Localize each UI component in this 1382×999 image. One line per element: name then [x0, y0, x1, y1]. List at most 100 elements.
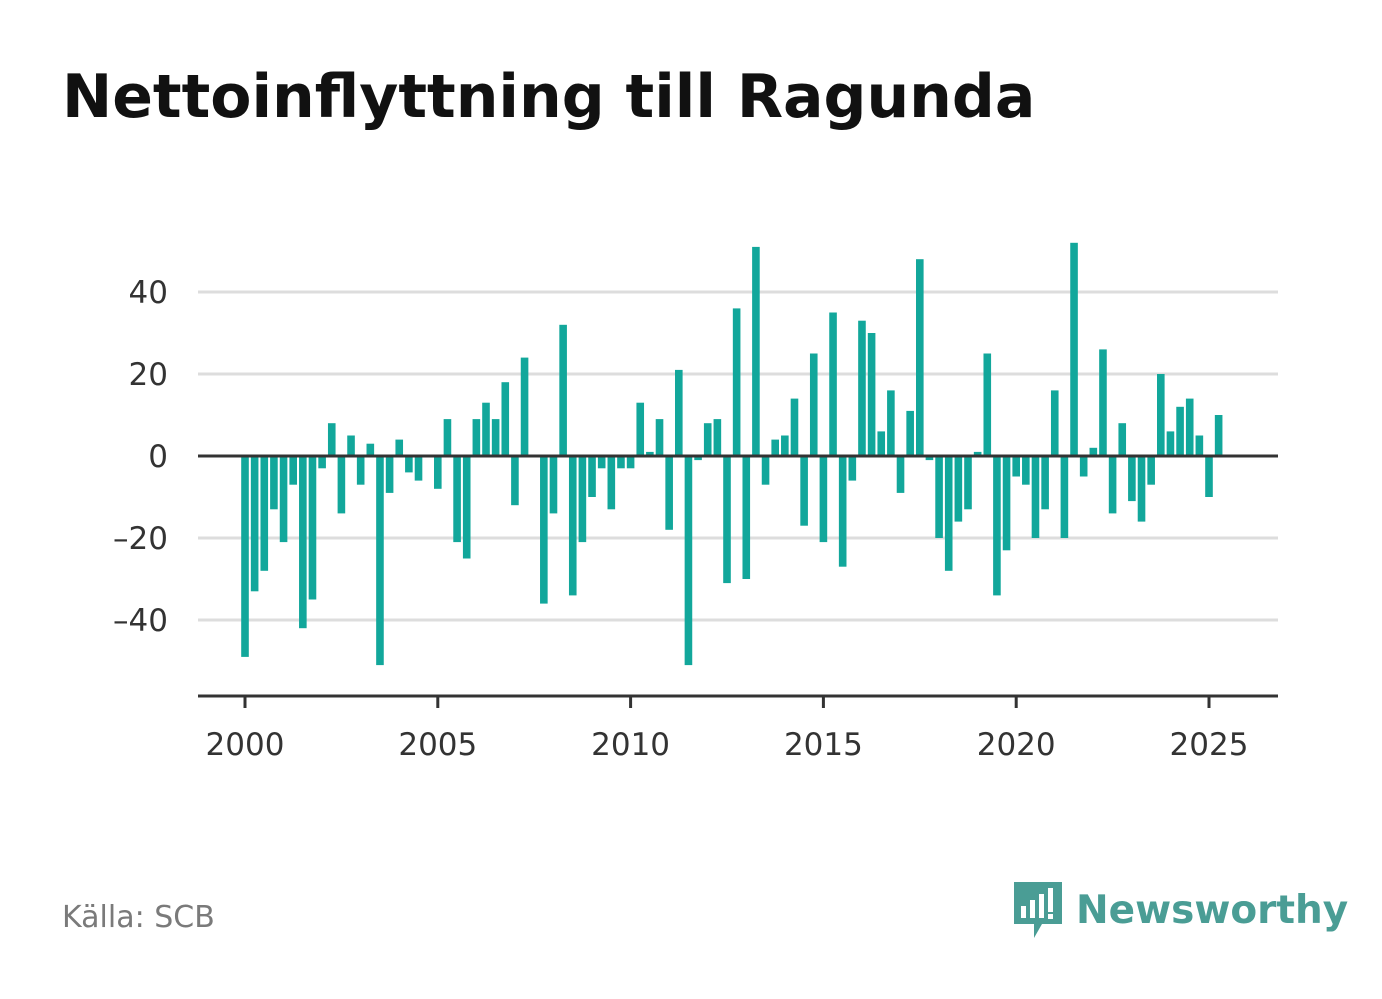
- bar: [376, 456, 384, 666]
- x-tick-label: 2020: [977, 727, 1056, 763]
- y-tick-label: 0: [148, 439, 168, 475]
- bar: [752, 246, 760, 456]
- bar: [896, 456, 905, 493]
- bar: [1079, 456, 1088, 477]
- bars: [241, 242, 1223, 666]
- bar: [578, 456, 587, 543]
- bar: [491, 419, 500, 456]
- y-tick-label: –20: [113, 521, 168, 557]
- bar: [250, 456, 259, 592]
- bar: [964, 456, 972, 510]
- bar: [1166, 431, 1175, 456]
- bar: [1205, 456, 1213, 497]
- bar: [723, 456, 731, 584]
- bar: [675, 369, 683, 456]
- bar: [462, 456, 471, 559]
- bar: [588, 456, 596, 497]
- bar: [1022, 456, 1030, 485]
- bar: [395, 439, 404, 456]
- bar: [906, 410, 914, 456]
- bar: [1185, 398, 1194, 456]
- bar: [568, 456, 577, 596]
- bar: [308, 456, 317, 600]
- bar: [944, 456, 953, 571]
- bar: [1070, 242, 1078, 456]
- tick-labels: –40 –20 0 20 40 2000 2005 2010 2015 2020 2025: [113, 275, 1248, 763]
- bar: [347, 435, 355, 456]
- bar: [646, 451, 654, 456]
- bar: [405, 456, 413, 473]
- bar: [1157, 374, 1165, 456]
- bar: [954, 456, 963, 522]
- bar: [1195, 435, 1204, 456]
- bar: [299, 456, 307, 629]
- bar: [655, 419, 664, 456]
- bar: [694, 456, 702, 461]
- bar: [549, 456, 558, 514]
- bar: [434, 456, 442, 489]
- bar: [1118, 423, 1127, 456]
- bar: [443, 419, 452, 456]
- bar: [819, 456, 828, 543]
- bar: [732, 308, 741, 456]
- newsworthy-brand[interactable]: Newsworthy: [1012, 880, 1348, 940]
- bar: [1176, 406, 1184, 456]
- bar: [520, 357, 529, 456]
- brand-name: Newsworthy: [1076, 887, 1349, 933]
- bar: [838, 456, 847, 567]
- y-tick-label: 20: [129, 357, 168, 393]
- bar: [1002, 456, 1011, 551]
- newsworthy-logo-icon: [1014, 882, 1062, 938]
- bar: [973, 451, 982, 456]
- bar: [1147, 456, 1155, 485]
- bar: [916, 259, 924, 456]
- x-tick-label: 2025: [1170, 727, 1249, 763]
- bar: [1060, 456, 1069, 538]
- bar: [781, 435, 789, 456]
- bar: [925, 456, 934, 461]
- bar: [713, 419, 722, 456]
- bar: [877, 431, 886, 456]
- bar: [790, 398, 799, 456]
- bar: [414, 456, 423, 481]
- chart-title: Nettoinflyttning till Ragunda: [62, 62, 1036, 132]
- bar: [983, 353, 992, 456]
- bar: [472, 419, 481, 456]
- bar: [935, 456, 943, 538]
- x-tick-label: 2015: [784, 727, 863, 763]
- bar: [1012, 456, 1020, 477]
- bar: [1099, 349, 1107, 456]
- bar: [684, 456, 693, 666]
- bar: [1031, 456, 1040, 538]
- bar: [742, 456, 751, 579]
- x-tick-label: 2010: [591, 727, 670, 763]
- y-tick-label: 40: [129, 275, 168, 311]
- bar: [356, 456, 365, 485]
- bar: [241, 456, 249, 657]
- bar: [540, 456, 548, 604]
- bar: [1041, 456, 1049, 510]
- y-tick-label: –40: [113, 603, 168, 639]
- bar: [771, 439, 779, 456]
- bar: [482, 402, 490, 456]
- axes: [198, 454, 1278, 708]
- bar: [829, 312, 837, 456]
- bar: [366, 443, 375, 456]
- bar: [887, 390, 895, 456]
- bar: [617, 456, 625, 469]
- bar: [848, 456, 857, 481]
- bar: [327, 423, 336, 456]
- x-tick-label: 2005: [398, 727, 477, 763]
- bar: [453, 456, 461, 543]
- bar: [501, 382, 510, 456]
- bar: [559, 324, 567, 456]
- bar: [993, 456, 1001, 596]
- bar: [809, 353, 818, 456]
- bar: [665, 456, 673, 530]
- bar: [270, 456, 278, 510]
- bar: [703, 423, 712, 456]
- bar: [318, 456, 326, 469]
- bar: [385, 456, 394, 493]
- bar: [260, 456, 269, 571]
